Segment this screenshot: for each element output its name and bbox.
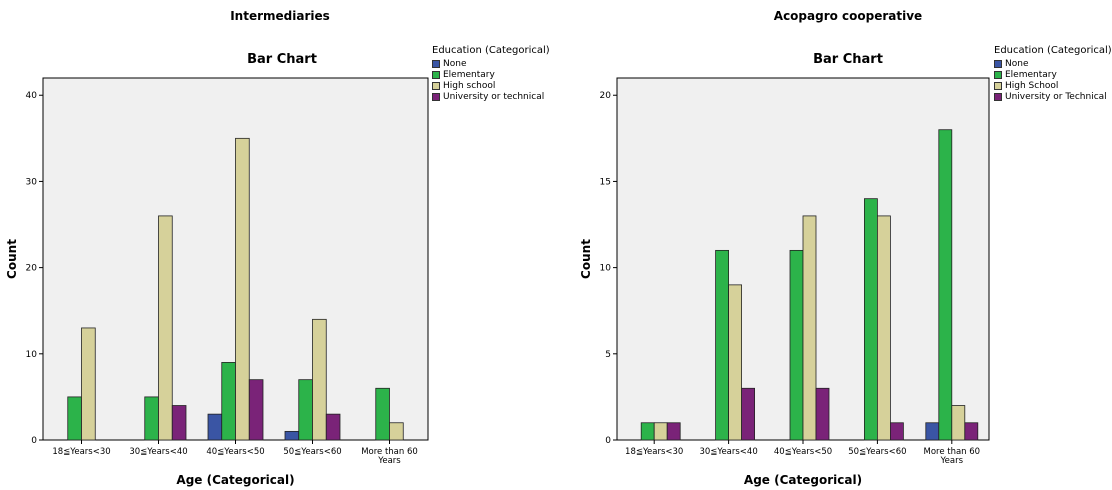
bar bbox=[389, 422, 404, 441]
chart-title-right: Bar Chart bbox=[813, 52, 883, 67]
chart-title-left: Bar Chart bbox=[247, 52, 317, 67]
x-axis-label: Age (Categorical) bbox=[744, 473, 862, 487]
bar bbox=[325, 413, 341, 441]
legend-item-none: None bbox=[994, 58, 1112, 69]
x-tick-label: 18≦Years<30 bbox=[52, 447, 110, 457]
legend-swatch bbox=[994, 70, 1002, 79]
x-axis-label: Age (Categorical) bbox=[176, 473, 294, 487]
x-tick-label: 50≦Years<60 bbox=[283, 447, 341, 457]
legend-item-high-school: High school bbox=[432, 80, 550, 91]
bar bbox=[728, 284, 742, 441]
x-tick-label: 50≦Years<60 bbox=[848, 447, 906, 457]
legend-left: Education (Categorical) None Elementary … bbox=[432, 45, 550, 102]
x-tick-label: 40≦Years<50 bbox=[774, 447, 832, 457]
legend-label: None bbox=[443, 58, 467, 69]
legend-label: None bbox=[1005, 58, 1029, 69]
legend-item-elementary: Elementary bbox=[994, 69, 1112, 80]
y-tick-label: 0 bbox=[31, 436, 37, 446]
bar bbox=[715, 249, 729, 441]
y-tick-label: 40 bbox=[26, 91, 38, 101]
bar bbox=[640, 422, 655, 441]
bar bbox=[925, 422, 940, 441]
bar bbox=[666, 422, 681, 441]
x-tick-label: More than 60 bbox=[923, 447, 980, 457]
legend-label: Elementary bbox=[1005, 69, 1057, 80]
legend-label: Elementary bbox=[443, 69, 495, 80]
x-tick-label: Years bbox=[940, 456, 964, 466]
bar bbox=[802, 215, 817, 441]
chart-left: 0 10 20 30 40 Count Age (Categorical) 18≦Years<… bbox=[5, 77, 429, 487]
legend-item-elementary: Elementary bbox=[432, 69, 550, 80]
bar bbox=[171, 405, 187, 441]
legend-swatch bbox=[994, 92, 1002, 101]
legend-right: Education (Categorical) None Elementary … bbox=[994, 45, 1112, 102]
bar bbox=[741, 387, 755, 441]
y-tick-label: 20 bbox=[600, 91, 612, 101]
bar bbox=[789, 249, 804, 441]
legend-swatch bbox=[432, 92, 440, 101]
legend-title-right: Education (Categorical) bbox=[994, 45, 1112, 56]
legend-item-high-school: High School bbox=[994, 80, 1112, 91]
panel-title-left: Intermediaries bbox=[230, 9, 330, 23]
bar bbox=[375, 387, 390, 441]
legend-item-university: University or technical bbox=[432, 91, 550, 102]
legend-swatch bbox=[432, 70, 440, 79]
x-tick-label: Years bbox=[377, 456, 401, 466]
bar bbox=[877, 215, 891, 441]
bar bbox=[890, 422, 904, 441]
x-tick-label: More than 60 bbox=[361, 447, 418, 457]
y-tick-label: 30 bbox=[26, 177, 38, 187]
legend-label: University or technical bbox=[443, 91, 545, 102]
bar bbox=[864, 198, 878, 441]
bar bbox=[158, 215, 173, 441]
bar bbox=[964, 422, 979, 441]
y-tick-label: 10 bbox=[600, 264, 612, 274]
legend-swatch bbox=[432, 81, 440, 90]
bar bbox=[653, 422, 668, 441]
bar bbox=[815, 387, 830, 441]
y-tick-label: 0 bbox=[605, 436, 611, 446]
bar bbox=[81, 327, 96, 441]
bar bbox=[235, 137, 250, 441]
x-tick-label: 30≦Years<40 bbox=[129, 447, 187, 457]
y-tick-label: 10 bbox=[26, 350, 38, 360]
y-tick-label: 5 bbox=[605, 350, 611, 360]
legend-label: University or Technical bbox=[1005, 91, 1107, 102]
y-axis-label: Count bbox=[5, 239, 19, 279]
bar bbox=[938, 129, 953, 441]
x-tick-label: 18≦Years<30 bbox=[625, 447, 683, 457]
legend-swatch bbox=[994, 81, 1002, 90]
legend-swatch bbox=[432, 59, 440, 68]
x-tick-label: 30≦Years<40 bbox=[699, 447, 757, 457]
legend-swatch bbox=[994, 59, 1002, 68]
legend-item-university: University or Technical bbox=[994, 91, 1112, 102]
y-tick-label: 15 bbox=[600, 177, 611, 187]
bar bbox=[951, 405, 966, 441]
legend-title-left: Education (Categorical) bbox=[432, 45, 550, 56]
bar bbox=[248, 379, 264, 441]
bar bbox=[312, 318, 327, 441]
legend-label: High School bbox=[1005, 80, 1059, 91]
legend-label: High school bbox=[443, 80, 496, 91]
panel-title-right: Acopagro cooperative bbox=[773, 9, 923, 23]
y-tick-label: 20 bbox=[26, 264, 38, 274]
y-axis-label: Count bbox=[579, 239, 593, 279]
legend-item-none: None bbox=[432, 58, 550, 69]
x-tick-label: 40≦Years<50 bbox=[206, 447, 264, 457]
